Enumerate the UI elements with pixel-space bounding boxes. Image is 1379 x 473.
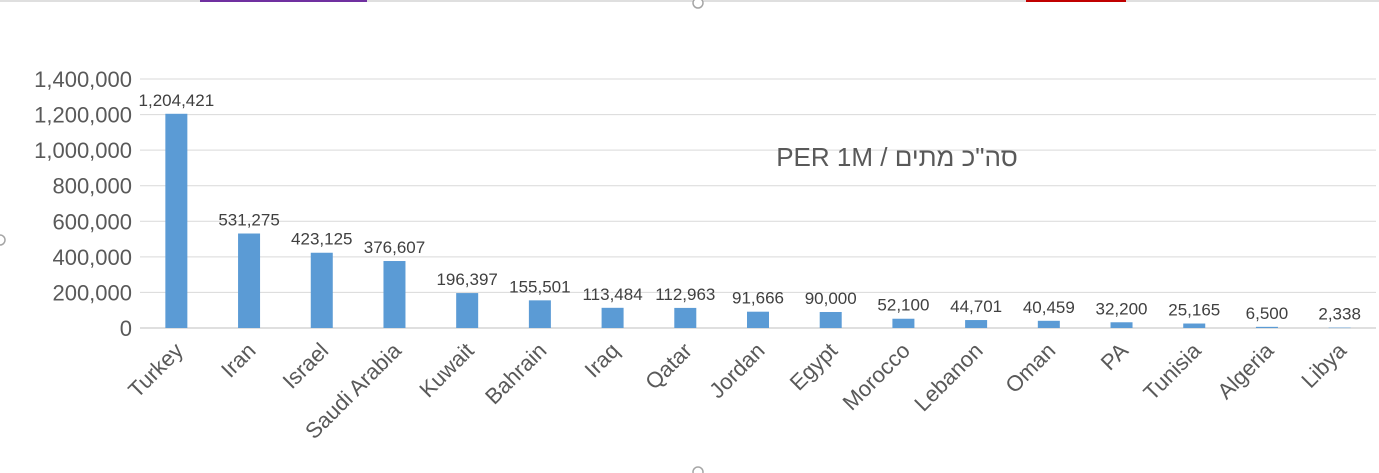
bar [383, 261, 406, 328]
data-label: 112,963 [655, 285, 715, 304]
data-label: 91,666 [732, 289, 784, 308]
y-tick-label: 0 [120, 316, 132, 341]
bar [674, 307, 697, 328]
bar [165, 113, 188, 328]
data-label: 423,125 [291, 230, 352, 249]
x-tick-label: Kuwait [414, 338, 478, 402]
x-tick-label: Morocco [838, 338, 915, 415]
x-tick-label: PA [1096, 338, 1134, 376]
bar [1037, 320, 1060, 328]
x-tick-label: Bahrain [480, 338, 551, 409]
x-tick-label: Iran [216, 338, 260, 382]
bar [528, 300, 551, 328]
y-tick-label: 600,000 [52, 209, 132, 234]
bar [747, 311, 769, 328]
data-label: 531,275 [218, 211, 279, 230]
data-label: 25,165 [1168, 301, 1220, 320]
chart-title: PER 1M / סה"כ מתים [776, 142, 1018, 172]
data-label: 113,484 [582, 285, 642, 304]
bars [165, 113, 1351, 329]
data-label: 155,501 [509, 277, 570, 296]
bar [601, 307, 624, 328]
bar [1110, 322, 1133, 328]
y-tick-label: 400,000 [52, 245, 132, 270]
bar [965, 320, 988, 328]
x-tick-label: Oman [1000, 338, 1060, 398]
data-label: 1,204,421 [139, 91, 215, 110]
y-tick-label: 1,400,000 [34, 67, 132, 92]
y-axis: 0 200,000 400,000 600,000 800,000 1,000,000 1,… [34, 67, 132, 341]
y-tick-label: 1,200,000 [34, 103, 132, 128]
bar [892, 318, 915, 328]
data-label: 90,000 [805, 289, 857, 308]
data-labels: 1,204,421 531,275 423,125 376,607 196,397 155… [139, 91, 1361, 324]
x-tick-label: Jordan [704, 338, 769, 403]
x-tick-label: Iraq [580, 338, 624, 382]
data-label: 6,500 [1246, 304, 1289, 323]
data-label: 196,397 [436, 270, 497, 289]
data-label: 40,459 [1023, 298, 1075, 317]
bar [238, 233, 261, 328]
bar [1255, 326, 1278, 328]
data-label: 32,200 [1096, 299, 1148, 318]
y-tick-label: 800,000 [52, 174, 132, 199]
bar [310, 252, 333, 328]
bar [1183, 323, 1206, 328]
bar [456, 293, 479, 328]
x-tick-label: Egypt [785, 338, 842, 395]
x-tick-label: Algeria [1212, 337, 1279, 404]
x-tick-label: Israel [278, 338, 334, 394]
y-tick-label: 1,000,000 [34, 138, 132, 163]
x-tick-label: Qatar [640, 338, 697, 395]
y-tick-label: 200,000 [52, 280, 132, 305]
data-label: 2,338 [1318, 305, 1361, 324]
x-tick-label: Libya [1296, 337, 1351, 392]
bar [1328, 327, 1351, 329]
gridlines [140, 78, 1376, 329]
x-tick-label: Turkey [123, 338, 188, 403]
data-label: 44,701 [950, 297, 1002, 316]
x-tick-label: Lebanon [909, 338, 987, 416]
bar [819, 311, 842, 328]
data-label: 52,100 [877, 296, 929, 315]
data-label: 376,607 [364, 238, 425, 257]
x-tick-label: Tunisia [1139, 337, 1207, 405]
